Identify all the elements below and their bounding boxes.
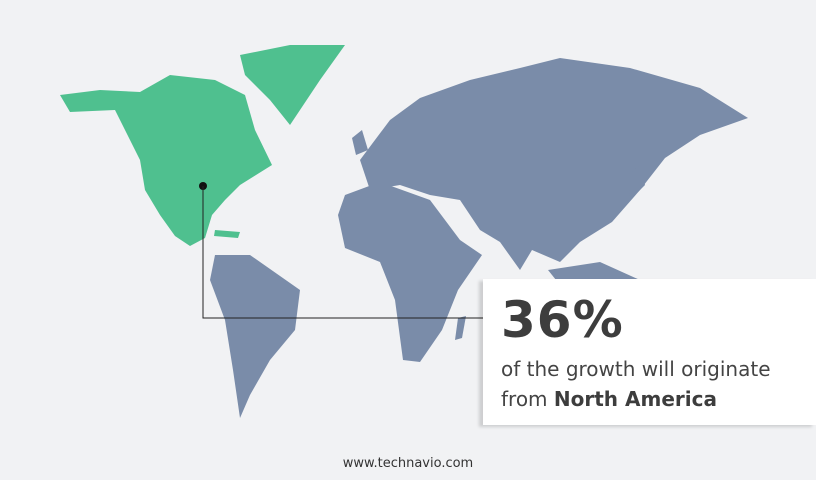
callout-connector <box>202 186 483 319</box>
callout-region: North America <box>553 387 717 411</box>
footer-url: www.technavio.com <box>342 456 474 471</box>
japan <box>628 165 645 200</box>
madagascar <box>455 316 466 340</box>
africa <box>338 182 482 362</box>
uk <box>352 130 368 155</box>
callout-text: of the growth will originate <box>501 357 771 381</box>
growth-percentage: 36% <box>501 291 624 349</box>
north-america <box>60 75 272 246</box>
south-america <box>210 255 300 418</box>
greenland <box>240 45 345 125</box>
callout-card: 36% of the growth will originate from No… <box>483 279 816 425</box>
callout-region-text: from North America <box>501 387 717 411</box>
eurasia <box>360 58 748 270</box>
callout-prefix: from <box>501 387 554 411</box>
caribbean <box>214 230 240 238</box>
